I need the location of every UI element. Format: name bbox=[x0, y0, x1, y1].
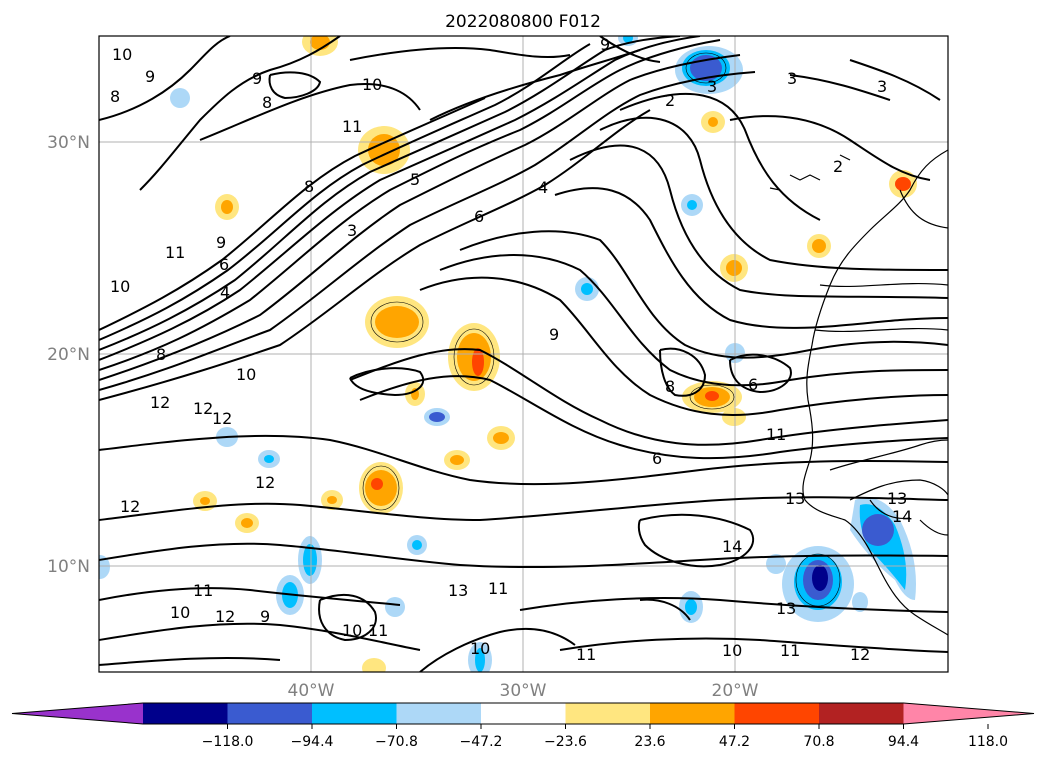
contour-label: 10 bbox=[470, 639, 490, 658]
contour-label: 6 bbox=[652, 449, 662, 468]
contour-label: 9 bbox=[216, 233, 226, 252]
contour-label: 11 bbox=[342, 117, 362, 136]
contour-label: 13 bbox=[776, 599, 796, 618]
contour-label: 8 bbox=[304, 177, 314, 196]
contour-label: 10 bbox=[170, 603, 190, 622]
contour-label: 9 bbox=[252, 69, 262, 88]
contour-labels: 10 9 8 9 8 10 11 3 8 5 4 6 3 11 9 6 4 10… bbox=[110, 35, 912, 664]
colorbar-tick-label: −47.2 bbox=[460, 734, 503, 750]
colorbar-tick-label: −23.6 bbox=[544, 734, 587, 750]
contour-label: 12 bbox=[850, 645, 870, 664]
colorbar-segment bbox=[481, 703, 566, 724]
colorbar-extend-low bbox=[12, 703, 143, 724]
contour-label: 10 bbox=[236, 365, 256, 384]
contour-label: 8 bbox=[156, 345, 166, 364]
contour-label: 10 bbox=[722, 641, 742, 660]
colorbar-segment bbox=[650, 703, 735, 724]
colorbar-tick-label: 47.2 bbox=[719, 734, 750, 750]
graticule bbox=[99, 36, 948, 672]
contour-label: 12 bbox=[150, 393, 170, 412]
contour-label: 3 bbox=[787, 69, 797, 88]
contour-label: 6 bbox=[474, 207, 484, 226]
lon-label-20w: 20°W bbox=[712, 681, 759, 701]
contour-label: 12 bbox=[215, 607, 235, 626]
contour-label: 11 bbox=[766, 425, 786, 444]
colorbar-tick-label: −70.8 bbox=[375, 734, 418, 750]
colorbar-tick-label: −94.4 bbox=[291, 734, 334, 750]
chart-title: 2022080800 F012 bbox=[445, 12, 601, 32]
map-frame bbox=[98, 35, 949, 673]
contour-label: 11 bbox=[368, 621, 388, 640]
colorbar-tick-label: 118.0 bbox=[968, 734, 1008, 750]
contour-label: 5 bbox=[410, 170, 420, 189]
contour-label: 12 bbox=[193, 399, 213, 418]
colorbar-segment bbox=[143, 703, 228, 724]
longitude-labels: 40°W 30°W 20°W bbox=[288, 681, 759, 701]
contour-label: 3 bbox=[707, 77, 717, 96]
colorbar-tick-label: −118.0 bbox=[202, 734, 254, 750]
contour-label: 2 bbox=[665, 91, 675, 110]
lon-label-30w: 30°W bbox=[500, 681, 547, 701]
latitude-labels: 30°N 20°N 10°N bbox=[47, 133, 90, 577]
lat-label-10n: 10°N bbox=[47, 557, 90, 577]
contour-label: 11 bbox=[488, 579, 508, 598]
contour-label: 12 bbox=[120, 497, 140, 516]
contour-label: 6 bbox=[748, 375, 758, 394]
contour-label: 13 bbox=[887, 489, 907, 508]
colorbar-segment bbox=[819, 703, 904, 724]
colorbar-segment bbox=[312, 703, 397, 724]
contour-label: 10 bbox=[362, 75, 382, 94]
lon-label-40w: 40°W bbox=[288, 681, 335, 701]
contour-label: 8 bbox=[110, 87, 120, 106]
contour-label: 10 bbox=[110, 277, 130, 296]
contour-label: 13 bbox=[448, 581, 468, 600]
colorbar-segment bbox=[734, 703, 820, 724]
blob-outlines bbox=[362, 52, 841, 607]
contour-label: 3 bbox=[347, 221, 357, 240]
contour-label: 9 bbox=[549, 325, 559, 344]
contour-label: 9 bbox=[145, 67, 155, 86]
contour-label: 8 bbox=[262, 93, 272, 112]
contour-label: 3 bbox=[877, 77, 887, 96]
colorbar-tick-label: 23.6 bbox=[634, 734, 665, 750]
contour-label: 10 bbox=[342, 621, 362, 640]
contour-label: 4 bbox=[220, 283, 230, 302]
colorbar-segment bbox=[565, 703, 651, 724]
colorbar-extend-high bbox=[903, 703, 1034, 724]
contour-label: 10 bbox=[112, 45, 132, 64]
contour-label: 12 bbox=[212, 409, 232, 428]
colorbar-tick-label: 70.8 bbox=[803, 734, 834, 750]
lat-label-20n: 20°N bbox=[47, 345, 90, 365]
lat-label-30n: 30°N bbox=[47, 133, 90, 153]
contour-label: 9 bbox=[600, 35, 610, 54]
contour-label: 14 bbox=[722, 537, 742, 556]
contour-label: 9 bbox=[260, 607, 270, 626]
contour-label: 14 bbox=[892, 507, 912, 526]
contour-label: 11 bbox=[193, 581, 213, 600]
contour-label: 11 bbox=[780, 641, 800, 660]
colorbar-tick-label: 94.4 bbox=[888, 734, 919, 750]
contour-label: 8 bbox=[665, 377, 675, 396]
contour-label: 4 bbox=[538, 178, 548, 197]
colorbar: −118.0 −94.4 −70.8 −47.2 −23.6 23.6 47.2 70.8 94… bbox=[11, 702, 1035, 750]
contour-label: 11 bbox=[165, 243, 185, 262]
contour-lines bbox=[99, 36, 948, 672]
contour-label: 11 bbox=[576, 645, 596, 664]
contour-label: 6 bbox=[219, 255, 229, 274]
contour-label: 12 bbox=[255, 473, 275, 492]
colorbar-segment bbox=[227, 703, 313, 724]
coastline bbox=[769, 149, 948, 636]
contour-label: 2 bbox=[833, 157, 843, 176]
contour-label: 13 bbox=[785, 489, 805, 508]
colorbar-segment bbox=[396, 703, 482, 724]
map-panel: 10 9 8 9 8 10 11 3 8 5 4 6 3 11 9 6 4 10… bbox=[99, 35, 948, 672]
